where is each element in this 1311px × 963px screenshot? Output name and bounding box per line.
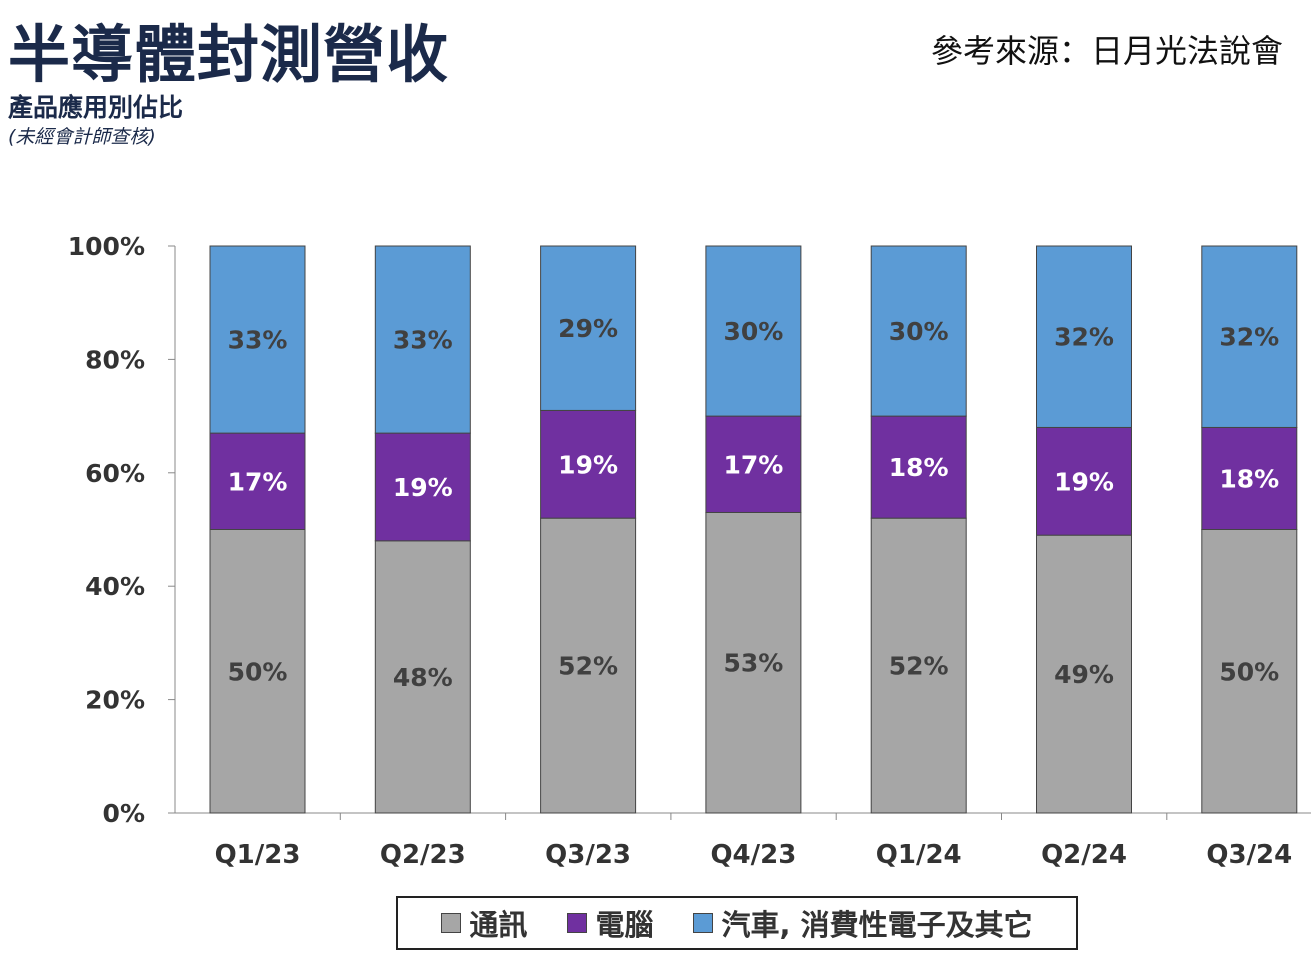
- bar-segment: [540, 409, 637, 519]
- legend-swatch: [567, 913, 588, 933]
- data-label: 29%: [558, 314, 618, 343]
- bar-segment: [1201, 426, 1298, 530]
- bar-segment: [1036, 426, 1132, 536]
- data-label: 30%: [889, 317, 949, 346]
- source-note: 參考來源：日月光法說會: [930, 32, 1283, 70]
- data-label: 33%: [228, 326, 288, 355]
- y-tick-label: 20%: [85, 686, 145, 715]
- y-tick-label: 40%: [85, 572, 145, 601]
- unaudited-note: (未經會計師查核): [8, 126, 156, 148]
- data-label: 52%: [889, 652, 949, 681]
- bar-segment: [1036, 534, 1132, 814]
- bar-segment: [870, 415, 967, 519]
- data-label: 19%: [393, 473, 453, 502]
- bar-segment: [540, 245, 637, 411]
- legend-item: 汽車, 消費性電子及其它: [693, 902, 1033, 944]
- legend-item: 電腦: [567, 902, 653, 944]
- data-label: 32%: [1054, 323, 1114, 352]
- data-label: 49%: [1054, 660, 1114, 689]
- data-label: 52%: [558, 652, 618, 681]
- data-label: 32%: [1219, 323, 1279, 352]
- data-label: 17%: [723, 450, 783, 479]
- legend-swatch: [441, 913, 462, 933]
- x-tick-label: Q2/23: [380, 840, 466, 870]
- bar-segment: [705, 245, 802, 417]
- bar-segment: [870, 245, 967, 417]
- bar-segment: [209, 432, 306, 530]
- bar-segment: [209, 529, 306, 814]
- data-label: 17%: [228, 467, 288, 496]
- bar-segment: [1036, 245, 1132, 428]
- bar-segment: [540, 517, 637, 814]
- data-label: 33%: [393, 326, 453, 355]
- bar-segment: [1201, 529, 1298, 814]
- data-label: 30%: [723, 317, 783, 346]
- legend-label: 汽車, 消費性電子及其它: [721, 908, 1033, 942]
- data-label: 50%: [228, 657, 288, 686]
- bar-segment: [374, 540, 471, 814]
- x-tick-label: Q1/23: [215, 840, 301, 870]
- bar-segment: [705, 415, 802, 513]
- x-tick-label: Q4/23: [710, 840, 796, 870]
- x-tick-label: Q3/24: [1206, 840, 1292, 870]
- y-tick-label: 60%: [85, 459, 145, 488]
- data-label: 18%: [889, 453, 949, 482]
- bar-segment: [374, 245, 471, 434]
- bar-segment: [705, 511, 802, 814]
- data-label: 53%: [723, 649, 783, 678]
- bar-segment: [1201, 245, 1298, 428]
- legend: 通訊 電腦 汽車, 消費性電子及其它: [396, 896, 1078, 950]
- y-tick-label: 80%: [85, 345, 145, 374]
- legend-label: 通訊: [469, 908, 528, 942]
- bar-segment: [374, 432, 471, 542]
- y-tick-label: 100%: [68, 232, 145, 261]
- y-tick-label: 0%: [103, 799, 145, 828]
- data-label: 50%: [1219, 657, 1279, 686]
- data-label: 19%: [1054, 467, 1114, 496]
- legend-label: 電腦: [595, 908, 654, 942]
- bar-segment: [870, 517, 967, 814]
- x-tick-label: Q1/24: [876, 840, 962, 870]
- x-tick-label: Q3/23: [545, 840, 631, 870]
- legend-item: 通訊: [441, 902, 527, 944]
- data-label: 19%: [558, 450, 618, 479]
- page-subtitle: 產品應用別佔比: [8, 93, 184, 122]
- page-title: 半導體封測營收: [8, 18, 450, 91]
- legend-swatch: [693, 913, 714, 933]
- bar-segment: [209, 245, 306, 434]
- data-label: 18%: [1219, 464, 1279, 493]
- x-tick-label: Q2/24: [1041, 840, 1127, 870]
- data-label: 48%: [393, 663, 453, 692]
